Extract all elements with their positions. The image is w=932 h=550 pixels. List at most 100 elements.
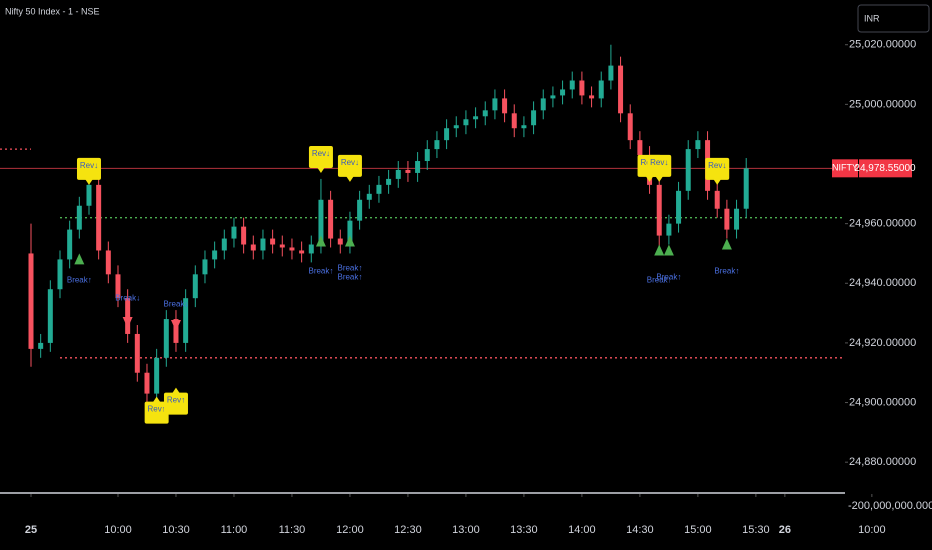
candle-body	[550, 95, 556, 99]
signal-triangle	[170, 320, 181, 332]
x-tick-label: 10:30	[162, 524, 190, 536]
candle-body	[328, 199, 334, 239]
rev-box	[163, 392, 188, 415]
rev-box	[705, 157, 730, 180]
candle-body	[395, 169, 401, 179]
candle-body	[308, 244, 314, 254]
y-tick-label: 25,020.00000	[849, 39, 916, 51]
candle-body	[347, 220, 353, 245]
x-tick-label: 11:00	[221, 524, 248, 536]
lower-pane-label: -200,000,000.00000	[848, 500, 932, 512]
currency: INR	[864, 13, 880, 23]
rev-label: Rev↓	[650, 158, 668, 167]
candle-body	[357, 199, 363, 221]
candle-body	[386, 178, 392, 185]
rev-label: Rev↓	[80, 161, 98, 170]
x-tick-label: 12:30	[394, 524, 422, 536]
candle-body	[76, 205, 82, 230]
symbol-label: NIFTY	[832, 163, 858, 173]
rev-pointer	[152, 396, 161, 403]
x-tick-label: 12:00	[336, 524, 364, 536]
rev-label: Rev↓	[312, 149, 330, 158]
break-label: Break↑	[337, 263, 362, 272]
candle-body	[38, 342, 44, 349]
signal-triangle	[654, 244, 665, 256]
candle-body	[714, 190, 720, 209]
price-label: 24,978.55000	[854, 163, 916, 174]
candle-body	[47, 289, 53, 343]
candle-body	[337, 238, 343, 245]
rev-pointer	[171, 387, 180, 394]
candle-body	[482, 110, 488, 117]
candle-body	[415, 161, 421, 173]
candle-body	[115, 274, 121, 299]
candle-body	[540, 98, 546, 111]
candle-body	[502, 98, 508, 114]
candle-body	[376, 184, 382, 194]
candle-body	[473, 116, 479, 120]
signal-triangle	[315, 235, 326, 247]
candle-body	[96, 184, 102, 251]
break-label: Break↑	[656, 272, 681, 281]
x-tick-label: 13:30	[510, 524, 538, 536]
candle-body	[685, 149, 691, 191]
signal-triangle	[721, 238, 732, 250]
plot-area: Rev↓Rev↓Rev↓Rev↓Rev↓Rev↓Rev↑Rev↑Break↑Br…	[0, 44, 845, 424]
candle-body	[279, 244, 285, 248]
x-tick-label: 25	[25, 524, 37, 536]
x-tick-label: 14:30	[626, 524, 654, 536]
candle-body	[202, 259, 208, 275]
rev-pointer	[655, 175, 664, 182]
rev-label: Rev↑	[148, 405, 166, 414]
break-label: Break↑	[67, 275, 92, 284]
y-tick-label: 25,000.00000	[849, 98, 916, 110]
rev-box	[308, 145, 333, 168]
candle-body	[463, 119, 469, 126]
break-label: Break↓	[164, 299, 189, 308]
break-label: Break↑	[308, 266, 333, 275]
candle-body	[511, 113, 517, 129]
rev-pointer	[84, 178, 93, 185]
x-tick-label: 11:30	[279, 524, 306, 536]
candle-body	[627, 113, 633, 141]
signal-triangle	[663, 244, 674, 256]
candle-body	[434, 140, 440, 150]
break-label: Break↑	[647, 275, 672, 284]
y-tick-label: 24,940.00000	[849, 277, 916, 289]
candle-body	[521, 125, 527, 129]
x-tick-label: 14:00	[568, 524, 596, 536]
candle-body	[656, 184, 662, 236]
candle-body	[618, 65, 624, 114]
candle-body	[366, 193, 372, 200]
candle-body	[183, 298, 189, 343]
rev-box	[647, 154, 672, 177]
rev-pointer	[316, 166, 325, 173]
candle-body	[676, 190, 682, 224]
candle-body	[57, 259, 63, 290]
candle-body	[86, 184, 92, 206]
break-label: Break↓	[115, 293, 140, 302]
x-tick-label: 13:00	[452, 524, 480, 536]
currency-box[interactable]	[857, 4, 930, 33]
y-tick-label: 24,920.00000	[849, 337, 916, 349]
candle-body	[241, 226, 247, 245]
candle-body	[318, 199, 324, 245]
break-label: Break↑	[337, 272, 362, 281]
candle-body	[67, 229, 73, 260]
rev-box	[76, 157, 101, 180]
y-tick-label: 24,960.00000	[849, 218, 916, 230]
candle-body	[192, 274, 198, 299]
candle-body	[598, 80, 604, 99]
candle-body	[579, 80, 585, 96]
candle-body	[299, 250, 305, 254]
rev-label: Rev↑	[167, 396, 185, 405]
candle-body	[125, 298, 131, 334]
candle-body	[608, 65, 614, 81]
candle-body	[212, 250, 218, 260]
candle-body	[105, 250, 111, 275]
candle-body	[424, 149, 430, 162]
candle-body	[289, 247, 295, 251]
candle-body	[260, 238, 266, 251]
